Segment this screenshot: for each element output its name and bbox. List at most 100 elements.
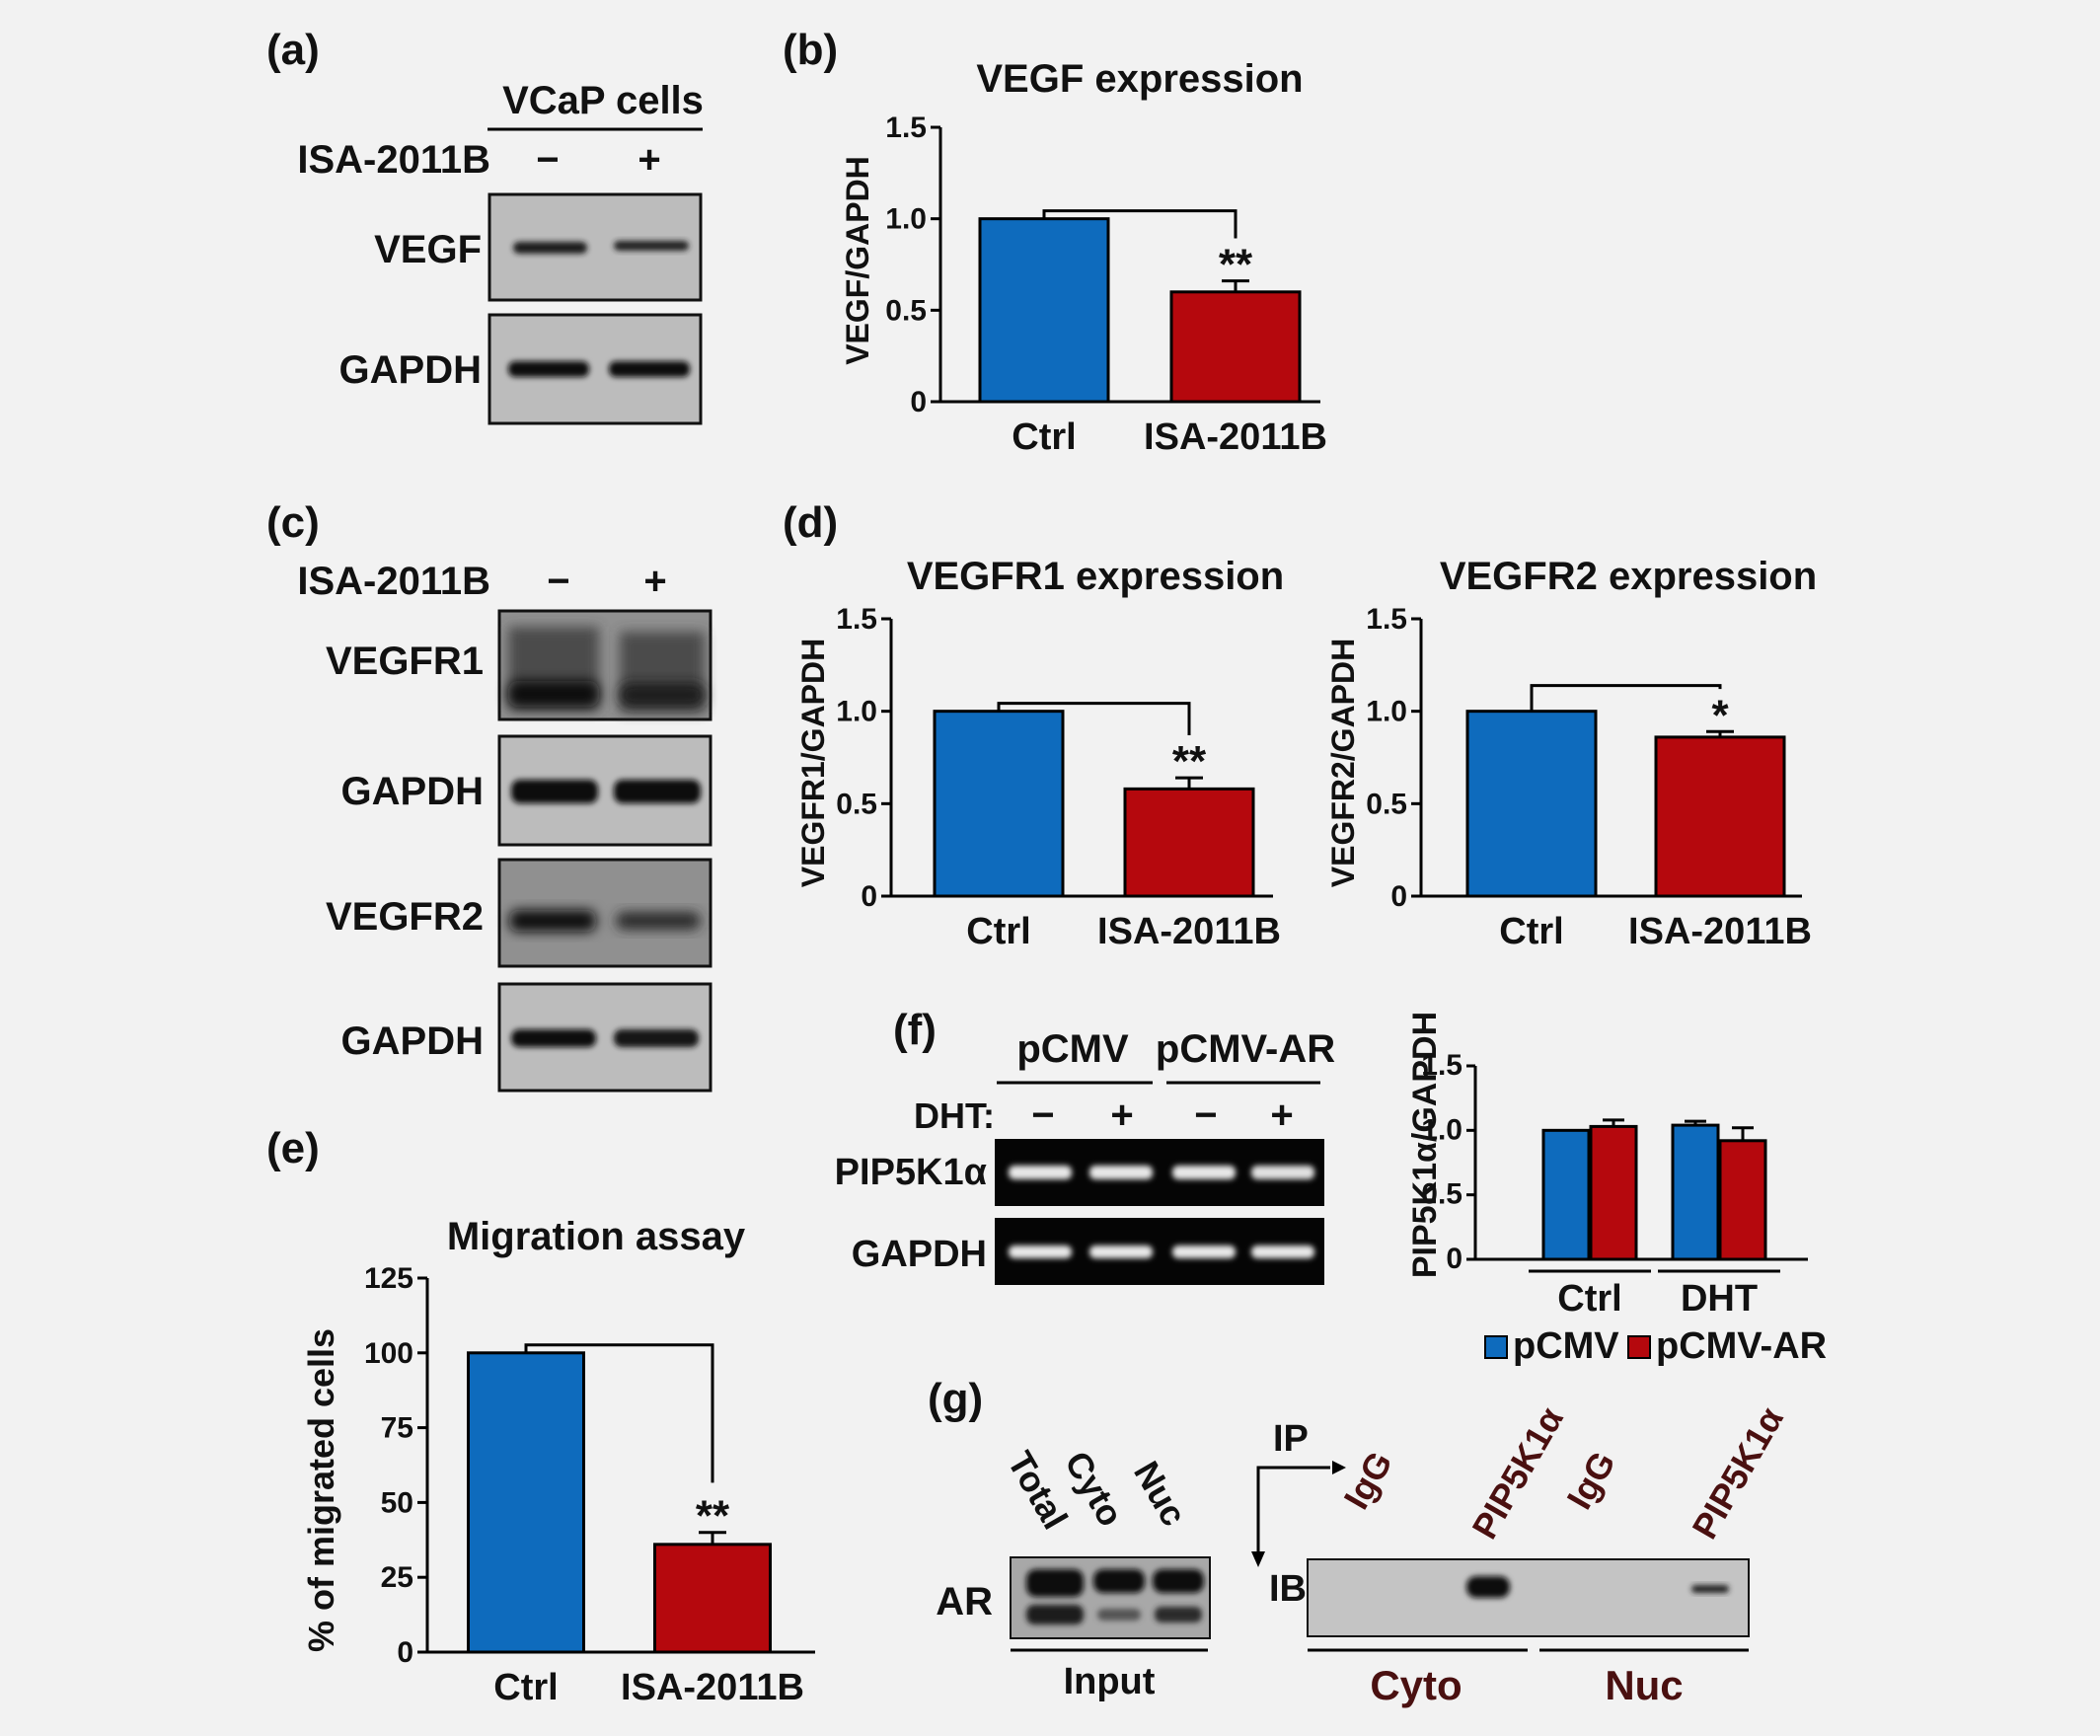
y-axis-label: PIP5K1α/GAPDH [1406, 1012, 1444, 1278]
band [1097, 1609, 1141, 1621]
fraction-label: Nuc [1605, 1662, 1683, 1708]
group-label: pCMV [1016, 1027, 1129, 1071]
bar [1169, 290, 1302, 404]
legend-label: pCMV-AR [1656, 1325, 1827, 1367]
y-tick-label: 125 [364, 1262, 413, 1295]
fraction-label: Cyto [1370, 1662, 1462, 1708]
y-tick-label: 75 [381, 1412, 413, 1445]
lane-plus: + [638, 138, 660, 182]
lane-mark: + [1110, 1094, 1133, 1137]
y-tick-label: 0.5 [885, 294, 927, 327]
lane-minus: − [547, 560, 569, 603]
blot-row-label: VEGFR2 [326, 895, 484, 939]
input-label: Input [1064, 1661, 1156, 1702]
legend-swatch [1627, 1335, 1651, 1359]
x-tick-label: Ctrl [1012, 416, 1076, 458]
treatment-label: DHT: [914, 1095, 995, 1136]
y-tick-label: 1.0 [885, 203, 927, 236]
band [1251, 1245, 1314, 1258]
band [1009, 1166, 1072, 1179]
y-tick-label: 0 [1446, 1243, 1462, 1275]
x-tick-label: DHT [1681, 1278, 1758, 1320]
band [1466, 1576, 1510, 1598]
blot-gapdh [497, 734, 712, 847]
band [1093, 1569, 1145, 1593]
gel-gapdh [995, 1218, 1324, 1285]
bar [1123, 787, 1255, 898]
lane-mark: + [1270, 1094, 1293, 1137]
y-tick-label: 1.5 [1421, 1049, 1462, 1082]
bar [467, 1351, 585, 1654]
y-tick-label: 1.0 [1366, 696, 1407, 728]
y-tick-label: 100 [364, 1337, 413, 1370]
band [508, 361, 589, 377]
x-tick-label: Ctrl [493, 1667, 558, 1708]
panel-f: (f) pCMV pCMV-AR DHT: − + − + PIP5K1α GA… [835, 1006, 1827, 1367]
panel-label-f: (f) [893, 1006, 937, 1054]
lane-label: Nuc [1126, 1455, 1195, 1533]
bar [1541, 1128, 1591, 1261]
band [1172, 1166, 1236, 1179]
y-tick-label: 0 [861, 880, 877, 913]
y-tick-label: 1.0 [836, 696, 877, 728]
y-tick-label: 0.5 [1421, 1178, 1462, 1211]
band [1691, 1585, 1729, 1593]
blot-row-label: VEGF [374, 228, 482, 271]
bar [653, 1543, 772, 1654]
bar [978, 217, 1110, 404]
bar [933, 710, 1065, 898]
blot-row-label: GAPDH [339, 348, 482, 392]
x-tick-label: ISA-2011B [621, 1667, 804, 1708]
blot-row-label: GAPDH [341, 770, 484, 813]
significance-marker: ** [1219, 241, 1253, 289]
arrow-head-icon [1332, 1461, 1346, 1474]
significance-bracket [524, 1343, 714, 1483]
y-tick-label: 0 [397, 1636, 413, 1669]
panel-label-d: (d) [783, 498, 838, 547]
lane-mark: − [1194, 1094, 1217, 1137]
chart-d1-plot: 0 0.5 1.0 1.5 Ctrl ISA-2011B ** [836, 603, 1281, 952]
y-tick-label: 0 [910, 386, 927, 418]
band [511, 1029, 596, 1047]
panel-label-e: (e) [266, 1124, 320, 1172]
y-tick-label: 1.0 [1421, 1113, 1462, 1146]
panel-c: (c) ISA-2011B − + VEGFR1 GAPDH VEGFR2 GA… [266, 498, 712, 1093]
ip-lane-label: IgG [1335, 1445, 1400, 1516]
y-tick-label: 0.5 [836, 788, 877, 820]
band [620, 683, 705, 707]
bar [1671, 1123, 1720, 1261]
x-tick-label: ISA-2011B [1097, 911, 1281, 952]
band [509, 910, 596, 932]
bar [1589, 1124, 1638, 1261]
panel-label-g: (g) [928, 1375, 983, 1423]
gel-pip5k1a [995, 1139, 1324, 1206]
x-tick-label: Ctrl [1499, 911, 1563, 952]
x-tick-label: ISA-2011B [1628, 911, 1812, 952]
y-tick-label: 0 [1390, 880, 1407, 913]
panel-b: (b) VEGF expression VEGF/GAPDH 0 0.5 1.0 1.… [783, 26, 1327, 458]
chart-title: VEGFR1 expression [907, 555, 1284, 598]
legend-swatch [1484, 1335, 1508, 1359]
band [1089, 1245, 1153, 1258]
panel-label-b: (b) [783, 26, 838, 74]
lane-minus: − [536, 138, 559, 182]
panel-d: (d) VEGFR1 expression VEGFR1/GAPDH 0 0.5 1… [783, 498, 1817, 952]
panel-e: (e) Migration assay % of migrated cells … [266, 1124, 815, 1708]
blot-input [1010, 1556, 1211, 1639]
band [614, 1029, 699, 1047]
band [508, 681, 599, 707]
blot-vegf [488, 192, 703, 302]
chart-title: VEGF expression [976, 57, 1303, 101]
blot-vegfr1 [497, 609, 712, 721]
band [616, 912, 701, 930]
panel-label-c: (c) [266, 498, 320, 547]
treatment-label: ISA-2011B [297, 560, 490, 603]
y-axis-label: VEGF/GAPDH [840, 156, 875, 365]
lane-plus: + [643, 560, 666, 603]
y-tick-label: 0.5 [1366, 788, 1407, 820]
significance-bracket [1530, 684, 1722, 712]
y-tick-label: 1.5 [885, 112, 927, 144]
band [1153, 1569, 1204, 1593]
lane-label: Total [1000, 1445, 1076, 1537]
